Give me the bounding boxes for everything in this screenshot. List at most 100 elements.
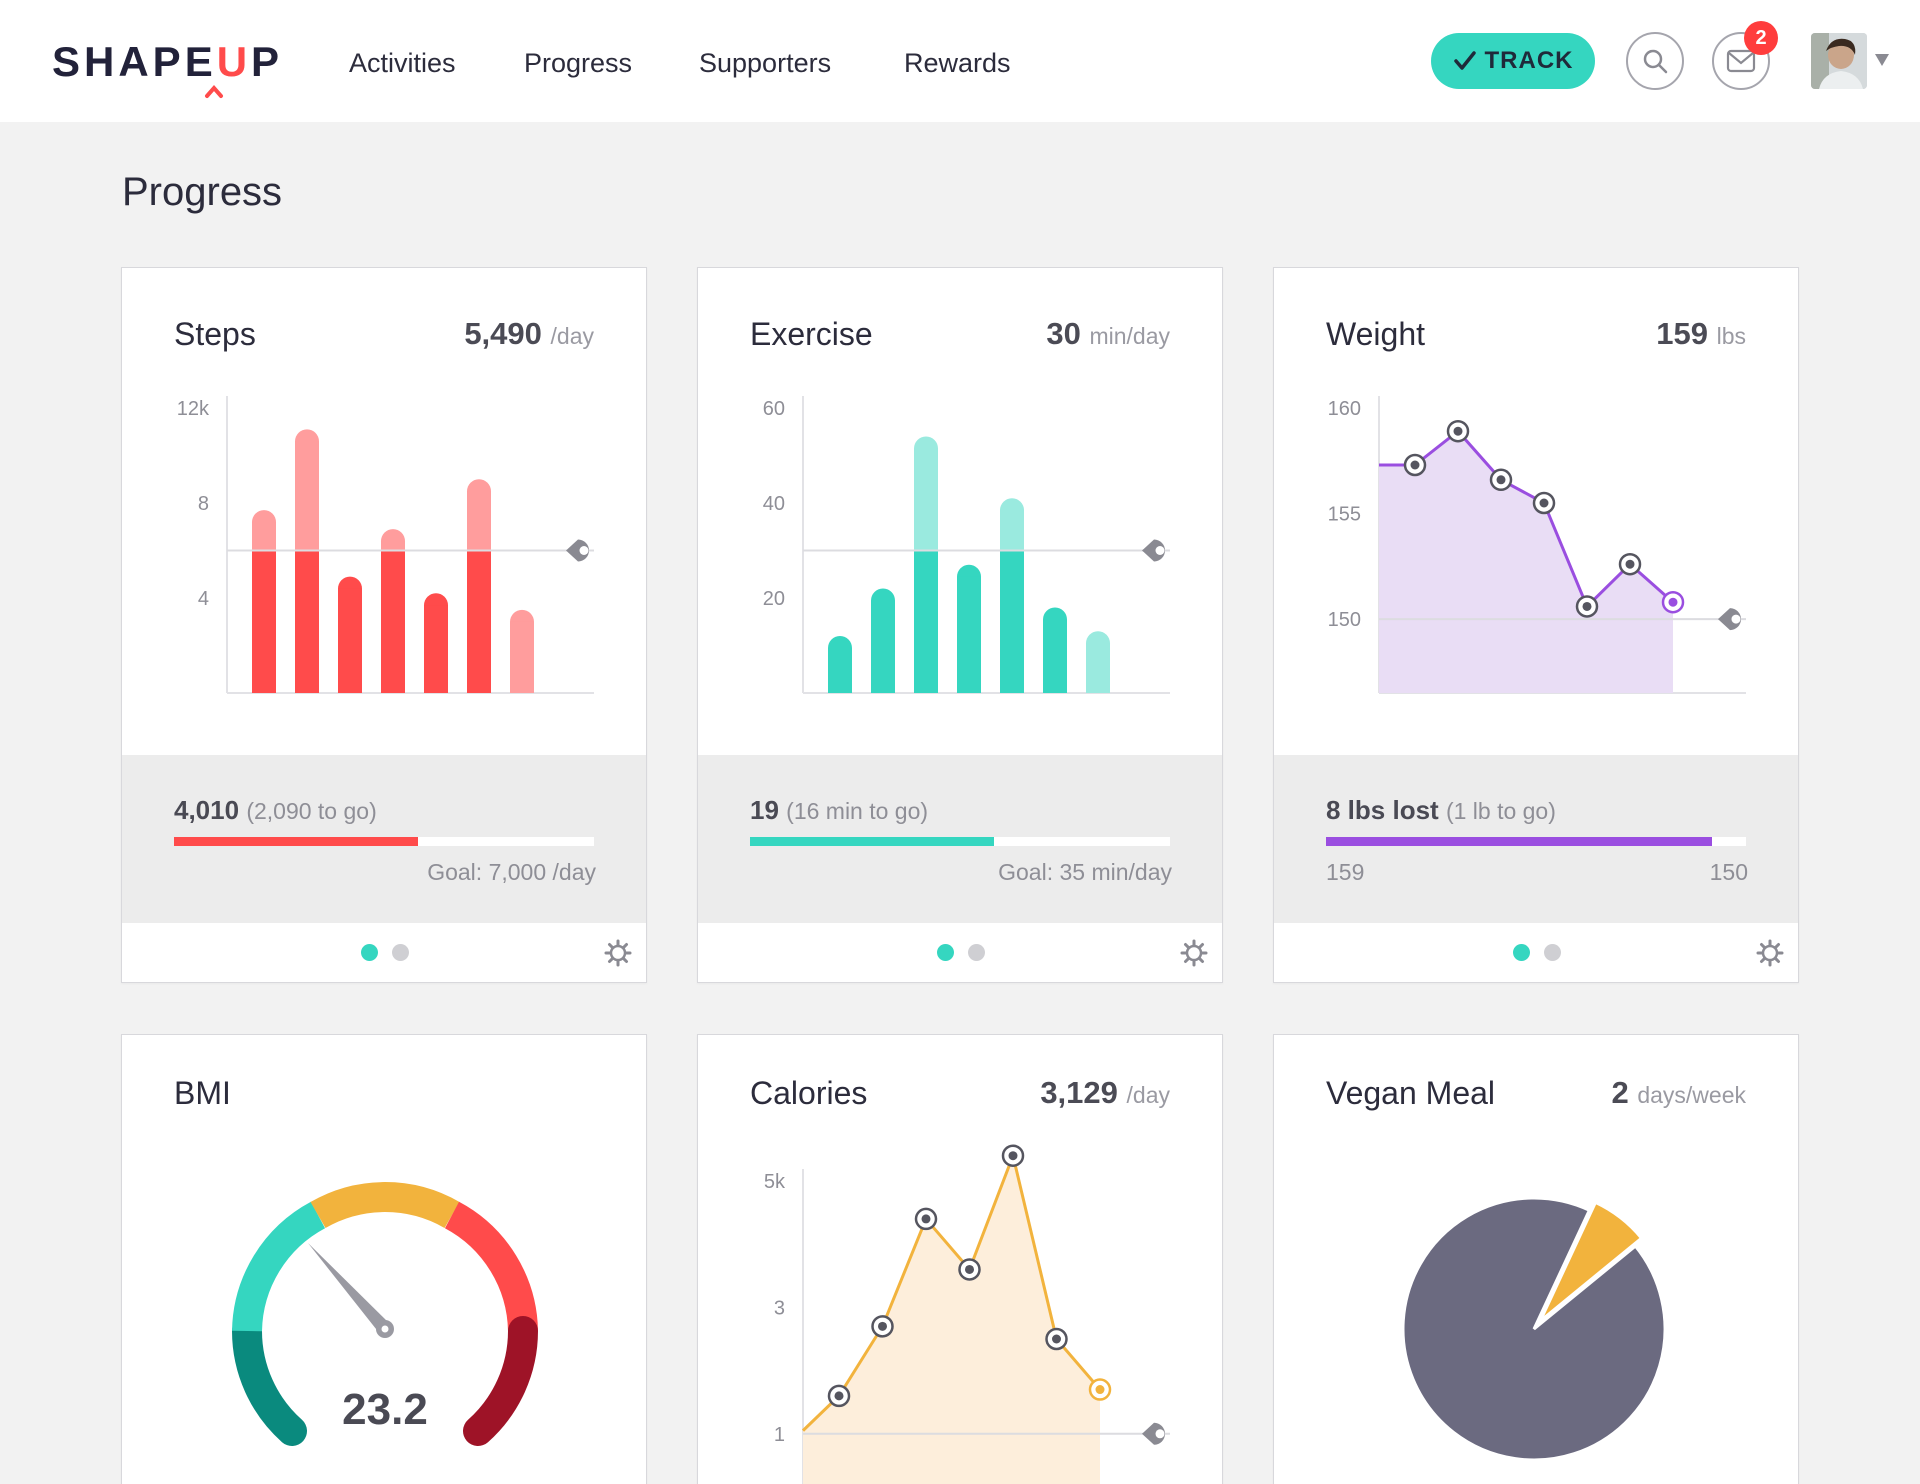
exercise-bar-chart: 60 40 20 <box>763 396 1170 694</box>
bar <box>1086 631 1110 693</box>
y-tick-label: 4 <box>198 588 209 610</box>
bar <box>914 436 938 693</box>
bar <box>467 479 491 693</box>
calories-metric-unit: /day <box>1126 1082 1170 1108</box>
search-icon <box>1643 49 1668 74</box>
weight-metric: 159 lbs <box>1656 316 1746 352</box>
weight-progress-fill <box>1326 837 1713 846</box>
series-line <box>801 1150 1102 1432</box>
weight-progress-remaining: (1 lb to go) <box>1445 798 1556 824</box>
y-tick-label: 155 <box>1328 504 1361 526</box>
data-point <box>1532 491 1556 515</box>
weight-title: Weight <box>1326 316 1426 352</box>
area-fill <box>1379 431 1673 693</box>
checkmark-icon <box>1453 51 1476 70</box>
user-avatar-image <box>1811 33 1867 89</box>
weight-page-dot-1[interactable] <box>1513 944 1530 961</box>
vegan-meal-title: Vegan Meal <box>1326 1075 1496 1111</box>
exercise-page-dot-1[interactable] <box>937 944 954 961</box>
nav-supporters[interactable]: Supporters <box>699 48 832 78</box>
exercise-metric-value: 30 <box>1046 316 1081 351</box>
nav-rewards[interactable]: Rewards <box>904 48 1011 78</box>
data-point <box>871 1315 894 1338</box>
weight-settings-gear-icon[interactable] <box>1756 939 1784 967</box>
y-tick-label: 5k <box>764 1171 786 1193</box>
search-button[interactable] <box>1626 32 1684 90</box>
calories-metric: 3,129 /day <box>1040 1075 1170 1111</box>
steps-metric-value: 5,490 <box>464 316 542 351</box>
steps-goal-label: Goal: 7,000 /day <box>427 859 596 885</box>
weight-metric-unit: lbs <box>1716 323 1746 349</box>
gauge-segment-dark-teal <box>232 1316 307 1446</box>
steps-settings-gear-icon[interactable] <box>604 939 632 967</box>
weight-range-end: 150 <box>1709 859 1748 885</box>
exercise-settings-gear-icon[interactable] <box>1180 939 1208 967</box>
data-point <box>1446 419 1470 443</box>
exercise-page-dot-2[interactable] <box>968 944 985 961</box>
data-point <box>1403 453 1427 477</box>
gauge-segment-teal <box>232 1201 326 1332</box>
messages-button[interactable] <box>1712 32 1770 90</box>
weight-progress-text: 8 lbs lost (1 lb to go) <box>1326 795 1556 826</box>
bar <box>381 529 405 693</box>
vegan-meal-card: Vegan Meal 2 days/week <box>1273 1034 1799 1484</box>
data-point <box>1088 1378 1112 1401</box>
avatar[interactable] <box>1811 33 1867 89</box>
shapeup-logo[interactable]: SHAPEUP <box>52 38 283 86</box>
y-tick-label: 60 <box>763 398 785 420</box>
area-fill <box>803 1155 1100 1484</box>
top-navigation-bar: SHAPEUP Activities Progress Supporters R… <box>0 0 1920 122</box>
track-button-label: TRACK <box>1484 47 1574 74</box>
bar <box>957 564 981 693</box>
gauge-segment-red <box>444 1201 538 1332</box>
data-point <box>914 1207 938 1231</box>
y-tick-label: 20 <box>763 588 785 610</box>
pie-slice-other <box>1401 1196 1667 1462</box>
weight-metric-value: 159 <box>1656 316 1708 351</box>
steps-progress-text: 4,010 (2,090 to go) <box>174 795 377 826</box>
weight-card: Weight 159 lbs 160 155 150 8 lbs lost (1 l… <box>1273 267 1799 983</box>
data-point <box>958 1258 981 1281</box>
bmi-title: BMI <box>174 1075 231 1111</box>
account-menu-caret-icon[interactable] <box>1875 54 1889 66</box>
gauge-segment-dark-red <box>463 1316 538 1446</box>
y-tick-label: 3 <box>774 1297 785 1319</box>
logo-text-u: U <box>216 38 252 85</box>
bar <box>1043 607 1067 693</box>
exercise-progress-text: 19 (16 min to go) <box>750 795 928 826</box>
steps-page-dot-1[interactable] <box>361 944 378 961</box>
steps-bar-chart: 12k 8 4 <box>177 396 594 694</box>
goal-marker-icon <box>566 539 589 562</box>
nav-activities[interactable]: Activities <box>349 48 456 78</box>
data-point <box>1489 468 1513 492</box>
y-tick-label: 40 <box>763 493 785 515</box>
exercise-progress-value: 19 <box>750 795 779 825</box>
bar <box>510 609 534 693</box>
gauge-segment-orange <box>310 1182 460 1229</box>
vegan-meal-metric-value: 2 <box>1611 1075 1629 1110</box>
steps-metric-unit: /day <box>550 323 594 349</box>
data-point <box>1045 1327 1068 1351</box>
nav-progress[interactable]: Progress <box>524 48 633 78</box>
weight-area-chart: 160 155 150 <box>1328 396 1746 694</box>
page-title: Progress <box>122 170 283 214</box>
steps-pager <box>122 944 646 961</box>
bmi-gauge <box>232 1182 538 1446</box>
bar <box>295 429 319 693</box>
weight-page-dot-2[interactable] <box>1544 944 1561 961</box>
exercise-progress-section: 19 (16 min to go) Goal: 35 min/day <box>698 755 1222 923</box>
weight-progress-bar <box>1326 837 1746 846</box>
steps-title: Steps <box>174 316 256 352</box>
exercise-goal-label: Goal: 35 min/day <box>998 859 1172 885</box>
weight-progress-value: 8 lbs lost <box>1326 795 1439 825</box>
steps-page-dot-2[interactable] <box>392 944 409 961</box>
calories-area-chart: 5k 3 1 <box>764 1144 1170 1484</box>
y-tick-label: 8 <box>198 493 209 515</box>
vegan-meal-pie-chart <box>1401 1196 1667 1462</box>
calories-title: Calories <box>750 1075 868 1111</box>
weight-pager <box>1274 944 1798 961</box>
steps-progress-value: 4,010 <box>174 795 240 825</box>
y-tick-label: 1 <box>774 1424 785 1446</box>
goal-marker-icon <box>1718 608 1741 631</box>
track-button[interactable]: TRACK <box>1431 33 1595 89</box>
